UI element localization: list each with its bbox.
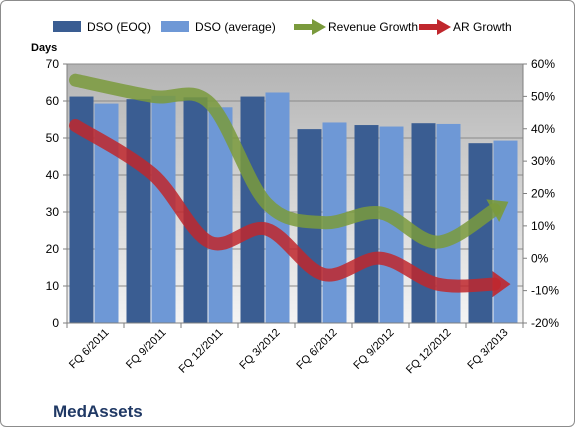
legend-label: DSO (average) <box>195 20 276 34</box>
x-tick-label: FQ 3/2012 <box>237 327 282 372</box>
bar <box>411 123 436 323</box>
y2-tick-label: -20% <box>531 316 559 330</box>
bar <box>151 95 176 323</box>
y2-tick-label: -10% <box>531 284 559 298</box>
bar <box>126 99 151 324</box>
y-axis-title: Days <box>31 42 57 54</box>
growth-lines <box>69 73 511 298</box>
series-line <box>69 73 501 249</box>
y2-tick-label: 0% <box>531 251 549 265</box>
series-arrowhead <box>486 199 509 222</box>
y-tick-label: 40 <box>46 168 60 182</box>
legend-swatch <box>294 24 314 30</box>
legend-label: Revenue Growth <box>328 20 418 34</box>
y-tick-label: 20 <box>46 242 60 256</box>
x-tick-label: FQ 9/2012 <box>351 327 396 372</box>
y2-tick-label: 20% <box>531 187 555 201</box>
x-tick-label: FQ 12/2012 <box>404 327 454 377</box>
bar <box>354 125 379 323</box>
legend-swatch <box>419 24 439 30</box>
y2-tick-label: 50% <box>531 89 555 103</box>
bar <box>493 140 518 323</box>
x-tick-label: FQ 6/2011 <box>67 327 112 372</box>
bar <box>240 96 265 323</box>
y-tick-label: 30 <box>46 205 60 219</box>
y2-tick-label: 40% <box>531 122 555 136</box>
legend-arrowhead <box>437 19 451 35</box>
y-tick-label: 70 <box>46 57 60 71</box>
y-tick-label: 50 <box>46 131 60 145</box>
y-tick-label: 0 <box>52 316 59 330</box>
x-tick-label: FQ 12/2011 <box>177 327 226 376</box>
x-tick-label: FQ 6/2012 <box>294 327 339 372</box>
legend-arrowhead <box>312 19 326 35</box>
y-tick-label: 10 <box>46 279 60 293</box>
y-tick-label: 60 <box>46 94 60 108</box>
series-arrowhead <box>492 271 511 298</box>
x-tick-label: FQ 9/2011 <box>124 327 169 372</box>
x-tick-label: FQ 3/2013 <box>465 327 510 372</box>
legend: DSO (EOQ) DSO (average) Revenue Growth AR G… <box>53 19 512 35</box>
y2-tick-label: 60% <box>531 57 555 71</box>
y2-tick-label: 10% <box>531 219 555 233</box>
legend-label: DSO (EOQ) <box>87 20 151 34</box>
y2-tick-label: 30% <box>531 154 555 168</box>
company-name: MedAssets <box>53 402 143 421</box>
bar <box>436 123 461 323</box>
series-line <box>69 119 501 293</box>
legend-swatch <box>53 21 81 32</box>
legend-swatch <box>161 21 189 32</box>
legend-label: AR Growth <box>453 20 512 34</box>
